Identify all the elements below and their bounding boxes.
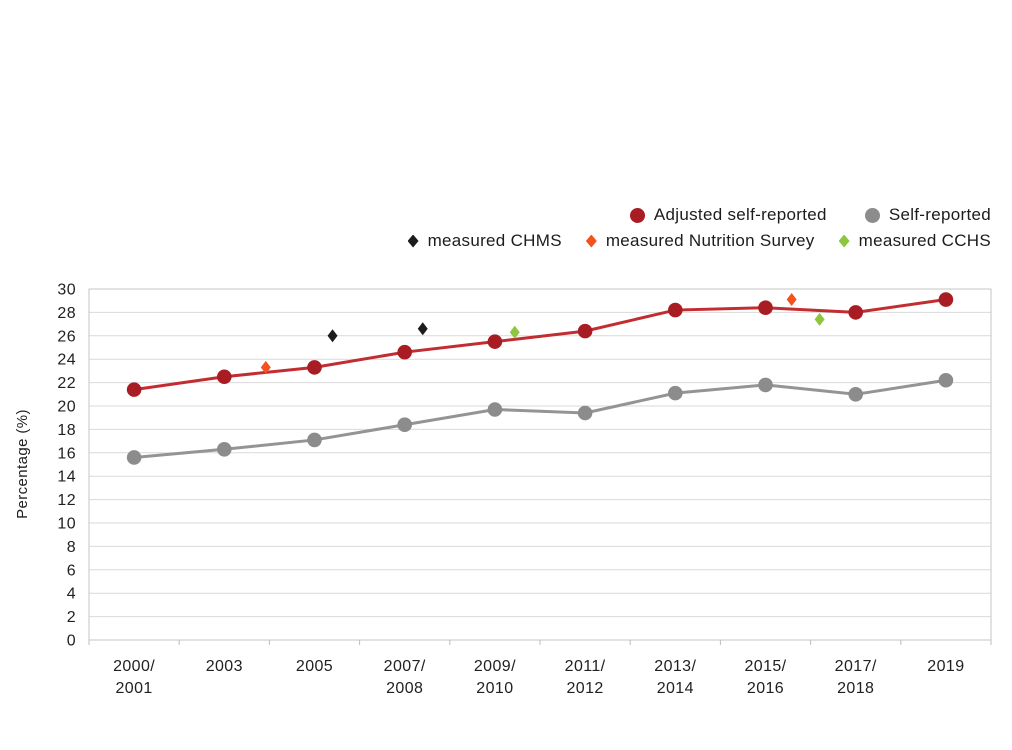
legend-label-measured-chms: measured CHMS <box>427 231 562 250</box>
legend-item-measured-cchs: measured CCHS <box>838 231 991 251</box>
data-point-adjusted-self-reported <box>397 344 413 360</box>
legend-row-measured: measured CHMS measured Nutrition Survey … <box>407 231 991 251</box>
x-tick-label: 2013/2014 <box>654 658 696 697</box>
y-tick-label: 2 <box>67 609 76 626</box>
y-tick-label: 28 <box>57 305 76 322</box>
data-point-self-reported <box>126 450 142 465</box>
plot-border <box>88 288 992 641</box>
y-tick-label: 30 <box>57 282 76 299</box>
data-point-adjusted-self-reported <box>487 334 503 349</box>
legend-row-lines: Adjusted self-reported Self-reported <box>629 205 991 225</box>
data-point-adjusted-self-reported <box>307 360 322 375</box>
y-tick-label: 12 <box>57 492 76 509</box>
data-point-adjusted-self-reported <box>126 382 142 397</box>
x-tick-label: 2000/2001 <box>113 658 155 697</box>
y-tick-label: 8 <box>67 539 76 556</box>
data-point-self-reported <box>668 385 683 401</box>
legend-item-measured-nutrition-survey: measured Nutrition Survey <box>585 231 815 251</box>
legend-item-adjusted-self-reported: Adjusted self-reported <box>629 205 827 225</box>
data-point-self-reported <box>487 402 503 417</box>
measured-chms-diamond-icon <box>407 234 419 248</box>
legend-item-self-reported: Self-reported <box>864 205 991 225</box>
y-tick-label: 24 <box>57 352 76 369</box>
data-point-self-reported <box>577 405 593 421</box>
y-tick-label: 0 <box>67 633 76 650</box>
y-tick-label: 18 <box>57 422 76 439</box>
legend-label-self-reported: Self-reported <box>888 205 991 224</box>
chart-legend: Adjusted self-reported Self-reported mea… <box>407 205 991 251</box>
x-tick-label: 2003 <box>206 658 243 675</box>
series-line-adjusted-self-reported <box>133 298 947 392</box>
y-tick-label: 22 <box>57 375 76 392</box>
diamond-point-measured-cchs <box>814 312 825 326</box>
x-tick-label: 2019 <box>927 658 964 675</box>
data-point-adjusted-self-reported <box>217 369 232 385</box>
x-tick-label: 2005 <box>296 658 333 675</box>
y-tick-label: 26 <box>57 328 76 345</box>
data-point-adjusted-self-reported <box>577 323 593 339</box>
legend-label-measured-cchs: measured CCHS <box>858 231 991 250</box>
diamond-point-measured-nutrition-survey <box>260 360 271 374</box>
y-tick-label: 20 <box>57 399 76 416</box>
legend-item-measured-chms: measured CHMS <box>407 231 562 251</box>
adjusted-self-reported-dot-icon <box>629 207 645 223</box>
data-point-self-reported <box>217 441 232 457</box>
diamond-point-measured-nutrition-survey <box>786 293 797 307</box>
data-point-self-reported <box>397 417 413 433</box>
measured-nutrition-survey-diamond-icon <box>585 234 597 248</box>
data-point-self-reported <box>758 377 773 393</box>
x-tick-label: 2007/2008 <box>384 658 426 697</box>
legend-label-adjusted-self-reported: Adjusted self-reported <box>653 205 827 224</box>
y-tick-label: 10 <box>57 516 76 533</box>
x-tick-label: 2011/2012 <box>565 658 606 697</box>
data-point-adjusted-self-reported <box>758 300 773 316</box>
y-tick-label: 4 <box>67 586 76 603</box>
y-axis-label: Percentage (%) <box>14 409 31 519</box>
data-point-self-reported <box>307 432 322 448</box>
y-tick-label: 16 <box>57 445 76 462</box>
self-reported-dot-icon <box>864 207 880 223</box>
x-tick-label: 2009/2010 <box>474 658 516 697</box>
diamond-point-measured-cchs <box>509 325 520 339</box>
measured-cchs-diamond-icon <box>838 234 850 248</box>
diamond-point-measured-chms <box>327 329 338 343</box>
data-point-self-reported <box>938 372 954 388</box>
data-point-self-reported <box>848 387 863 402</box>
data-point-adjusted-self-reported <box>938 292 954 307</box>
data-point-adjusted-self-reported <box>668 302 683 318</box>
data-point-adjusted-self-reported <box>848 305 863 320</box>
series-line-self-reported <box>133 378 947 459</box>
x-tick-label: 2017/2018 <box>835 658 877 697</box>
y-tick-label: 6 <box>67 562 76 579</box>
y-tick-label: 14 <box>57 469 76 486</box>
legend-label-measured-nutrition-survey: measured Nutrition Survey <box>605 231 815 250</box>
x-tick-label: 2015/2016 <box>744 658 786 697</box>
diamond-point-measured-chms <box>417 322 428 336</box>
